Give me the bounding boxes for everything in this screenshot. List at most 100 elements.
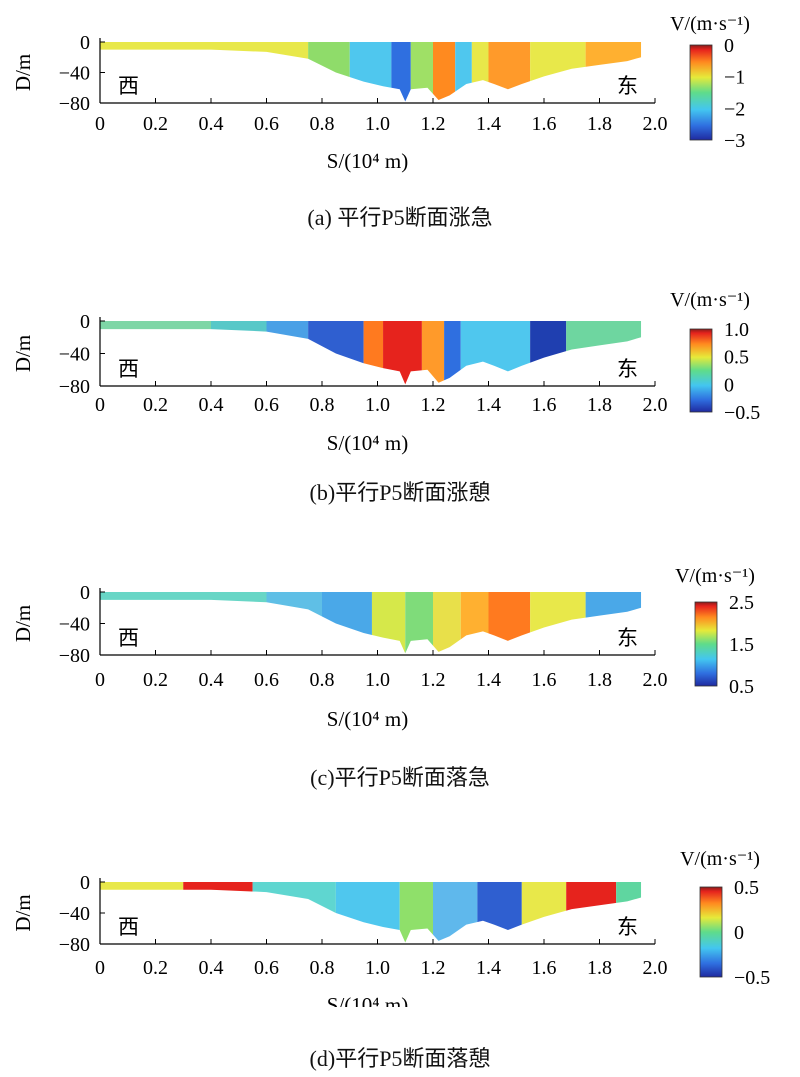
- colorbar-tick-label: 0: [724, 374, 734, 396]
- panel-c: 0 −40 −80 0 0.2 0.4 0.6 0.8 1.0 1.2 1.4 1.6 1.8 2.0 S/…: [0, 538, 800, 807]
- x-tick-label: 0.8: [310, 113, 335, 135]
- colorbar-tick-label: −0.5: [724, 402, 760, 424]
- y-tick-label: −80: [59, 93, 90, 115]
- chart-a: 0−40−800 0.2 0.4 0.6 0.8 1.0 1.2 1.4 1.6 1.8 2.0S/…: [11, 13, 750, 173]
- velocity-patch: [100, 882, 184, 943]
- x-tick-label: 1.4: [476, 394, 501, 416]
- x-tick-label: 1.4: [476, 957, 501, 979]
- y-tick-label: 0: [80, 872, 90, 894]
- x-tick-label: 0.4: [199, 113, 224, 135]
- colorbar-tick-label: 1.0: [724, 319, 749, 341]
- y-tick-label: 0: [80, 582, 90, 604]
- velocity-patch: [405, 592, 433, 654]
- x-tick-label: 2.0: [643, 394, 668, 416]
- velocity-patch: [444, 321, 461, 385]
- velocity-patch: [266, 321, 309, 385]
- velocity-patch: [433, 882, 478, 943]
- velocity-patch: [433, 42, 456, 102]
- y-tick-label: −40: [59, 903, 90, 925]
- west-label: 西: [118, 74, 139, 98]
- velocity-patch: [421, 321, 445, 385]
- velocity-patch: [455, 42, 472, 102]
- chart-c: 0−40−800 0.2 0.4 0.6 0.8 1.0 1.2 1.4 1.6 1.8 2.0S/…: [11, 565, 755, 731]
- colorbar: [689, 328, 713, 413]
- velocity-patch: [322, 592, 372, 654]
- velocity-patch: [471, 42, 489, 102]
- velocity-patch: [335, 882, 400, 943]
- caption-a: (a) 平行P5断面涨急: [307, 205, 493, 230]
- x-tick-label: 0.2: [143, 957, 168, 979]
- x-axis-label: S/(10⁴ m): [327, 149, 408, 173]
- colorbar-tick-label: −0.5: [734, 967, 770, 989]
- east-label: 东: [617, 915, 638, 939]
- east-label: 东: [617, 74, 638, 98]
- velocity-patch: [460, 321, 531, 385]
- x-axis-label: S/(10⁴ m): [327, 431, 408, 455]
- x-tick-label: 1.2: [421, 394, 446, 416]
- velocity-patch: [363, 321, 384, 385]
- colorbar-title: V/(m·s⁻¹): [680, 848, 760, 870]
- x-axis-label: S/(10⁴ m): [327, 707, 408, 731]
- y-tick-label: −40: [59, 614, 90, 636]
- x-tick-label: 0.8: [310, 669, 335, 691]
- x-tick-label: 1.2: [421, 957, 446, 979]
- x-axis-label: S/(10⁴ m): [327, 993, 408, 1007]
- velocity-patch: [308, 42, 350, 102]
- x-tick-label: 1.0: [365, 669, 390, 691]
- velocity-patch: [266, 592, 322, 654]
- colorbar-tick-label: 1.5: [729, 634, 754, 656]
- colorbar-tick-label: 0.5: [724, 347, 749, 369]
- y-tick-label: −40: [59, 63, 90, 85]
- velocity-patch: [566, 882, 617, 943]
- x-tick-label: 0.2: [143, 113, 168, 135]
- x-tick-label: 0.4: [199, 669, 224, 691]
- x-tick-label: 1.8: [587, 394, 612, 416]
- y-tick-label: −80: [59, 645, 90, 667]
- colorbar: [699, 886, 723, 978]
- x-tick-label: 1.2: [421, 669, 446, 691]
- caption-d: (d)平行P5断面落憩: [309, 1046, 491, 1071]
- west-label: 西: [118, 357, 139, 381]
- velocity-patch: [433, 592, 461, 654]
- x-tick-label: 1.4: [476, 669, 501, 691]
- chart-b: 0−40−800 0.2 0.4 0.6 0.8 1.0 1.2 1.4 1.6 1.8 2.0S/…: [11, 289, 760, 455]
- velocity-field: [100, 882, 642, 943]
- west-label: 西: [118, 915, 139, 939]
- y-axis-label: D/m: [11, 894, 35, 931]
- colorbar-tick-label: 0: [734, 922, 744, 944]
- x-tick-label: 0.8: [310, 394, 335, 416]
- x-tick-label: 1.2: [421, 113, 446, 135]
- x-tick-label: 1.6: [532, 394, 557, 416]
- colorbar-title: V/(m·s⁻¹): [675, 565, 755, 587]
- west-label: 西: [118, 626, 139, 650]
- velocity-patch: [399, 882, 433, 943]
- y-tick-label: −80: [59, 376, 90, 398]
- x-tick-label: 1.6: [532, 113, 557, 135]
- velocity-field: [100, 42, 642, 102]
- x-tick-label: 1.0: [365, 113, 390, 135]
- colorbar-title: V/(m·s⁻¹): [670, 13, 750, 35]
- colorbar-tick-label: −1: [724, 67, 745, 89]
- y-axis-label: D/m: [11, 605, 35, 642]
- velocity-patch: [488, 42, 531, 102]
- velocity-field: [100, 592, 642, 654]
- velocity-patch: [477, 882, 522, 943]
- x-tick-label: 2.0: [643, 113, 668, 135]
- velocity-patch: [530, 321, 567, 385]
- x-tick-label: 0.6: [254, 669, 279, 691]
- colorbar-tick-label: 2.5: [729, 592, 754, 614]
- x-tick-label: 1.6: [532, 957, 557, 979]
- velocity-patch: [460, 592, 489, 654]
- east-label: 东: [617, 626, 638, 650]
- x-tick-label: 1.0: [365, 394, 390, 416]
- colorbar-tick-label: −2: [724, 98, 745, 120]
- x-tick-label: 0.4: [199, 957, 224, 979]
- velocity-patch: [252, 882, 336, 943]
- velocity-field: [100, 321, 642, 385]
- velocity-patch: [410, 42, 433, 102]
- x-tick-label: 0.2: [143, 669, 168, 691]
- x-tick-label: 0.8: [310, 957, 335, 979]
- panel-d: 0 −40 −80 0 0.2 0.4 0.6 0.8 1.0 1.2 1.4 1.6 1.8 2.0 S/…: [0, 807, 800, 1076]
- y-tick-label: −40: [59, 344, 90, 366]
- velocity-patch: [100, 321, 211, 385]
